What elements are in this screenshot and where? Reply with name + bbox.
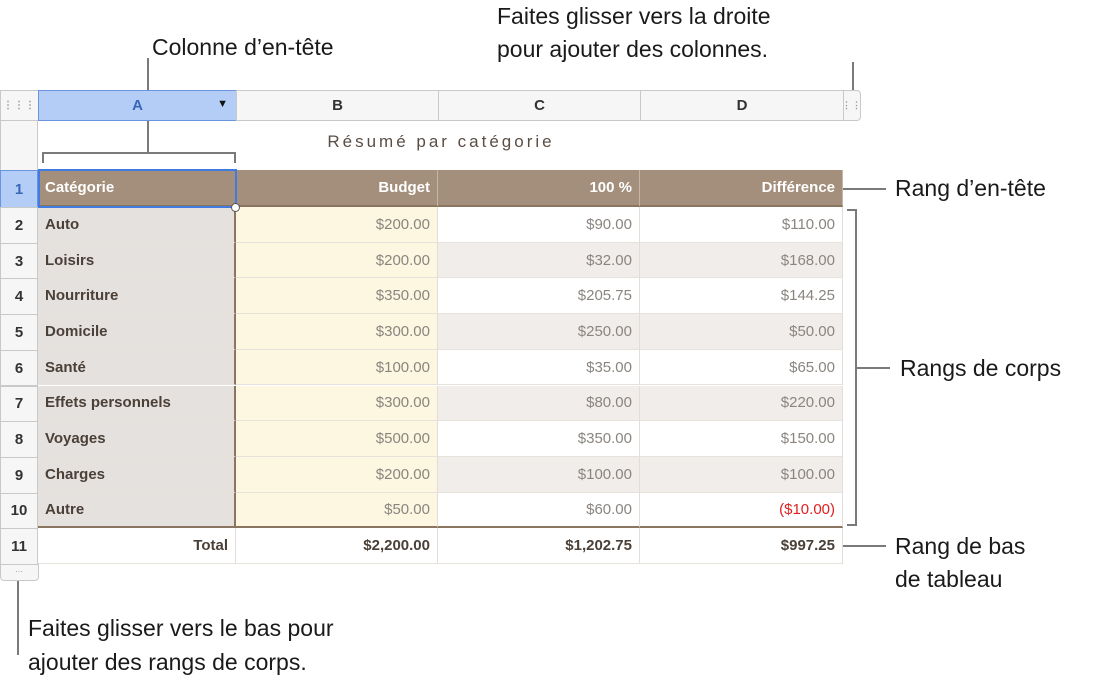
table-cell[interactable]: Effets personnels (38, 385, 236, 422)
grip-icon: ⋯ (15, 567, 24, 576)
table-cell[interactable]: $350.00 (236, 278, 438, 315)
table-cell[interactable]: $205.75 (438, 278, 640, 315)
table-cell[interactable]: $50.00 (236, 492, 438, 529)
row-header[interactable]: 7 (0, 385, 38, 423)
table-cell[interactable]: $200.00 (236, 456, 438, 493)
footer-cell[interactable]: $2,200.00 (236, 528, 438, 564)
table-cell[interactable]: Domicile (38, 314, 236, 350)
column-header-b[interactable]: B (236, 90, 439, 121)
table-cell[interactable]: $200.00 (236, 242, 438, 279)
table-cell[interactable]: $150.00 (640, 421, 843, 457)
table-cell[interactable]: $60.00 (438, 492, 640, 529)
annotation-line (857, 367, 890, 369)
table-title: Résumé par catégorie (327, 132, 555, 151)
row-header[interactable]: 2 (0, 207, 38, 244)
grip-icon: ⋮⋮ (842, 100, 862, 110)
table-cell[interactable]: $65.00 (640, 349, 843, 386)
annotation-footer-row-1: Rang de bas (895, 533, 1026, 559)
table-cell[interactable]: Auto (38, 207, 236, 243)
table-cell[interactable]: $220.00 (640, 385, 843, 422)
column-header-c[interactable]: C (438, 90, 641, 121)
row-header[interactable]: 4 (0, 278, 38, 316)
table-cell[interactable]: Santé (38, 349, 236, 386)
table-cell[interactable]: $144.25 (640, 278, 843, 315)
add-columns-handle[interactable]: ⋮⋮ (842, 90, 862, 121)
annotation-line (843, 545, 886, 547)
title-row-header (0, 120, 38, 171)
table-cell[interactable]: $168.00 (640, 242, 843, 279)
column-header-d[interactable]: D (640, 90, 844, 121)
table-cell[interactable]: $200.00 (236, 207, 438, 243)
annotation-add-columns-2: pour ajouter des colonnes. (497, 36, 769, 62)
header-cell[interactable]: 100 % (438, 170, 640, 207)
table-cell[interactable]: $32.00 (438, 242, 640, 279)
header-column-bracket (42, 152, 236, 163)
table-cell[interactable]: Autre (38, 492, 236, 529)
footer-cell[interactable]: $1,202.75 (438, 528, 640, 564)
table-cell[interactable]: $80.00 (438, 385, 640, 422)
row-header[interactable]: 9 (0, 456, 38, 494)
row-header[interactable]: 8 (0, 421, 38, 458)
table-cell[interactable]: $500.00 (236, 421, 438, 457)
select-all-handle[interactable]: ⋮⋮⋮ (0, 90, 39, 121)
table-cell[interactable]: $110.00 (640, 207, 843, 243)
row-header[interactable]: 10 (0, 492, 38, 530)
annotation-add-columns-1: Faites glisser vers la droite (497, 3, 771, 29)
annotation-add-rows-2: ajouter des rangs de corps. (28, 649, 307, 675)
annotation-line (852, 62, 854, 90)
footer-cell[interactable]: $997.25 (640, 528, 843, 564)
footer-cell[interactable]: Total (38, 528, 236, 564)
table-cell[interactable]: $250.00 (438, 314, 640, 350)
header-cell[interactable]: Budget (236, 170, 438, 207)
annotation-add-rows-1: Faites glisser vers le bas pour (28, 615, 334, 641)
annotation-line (17, 580, 19, 655)
grip-icon: ⋮⋮⋮ (3, 100, 36, 111)
add-rows-handle[interactable]: ⋯ (0, 564, 39, 581)
annotation-line (843, 188, 886, 190)
table-cell[interactable]: $50.00 (640, 314, 843, 350)
column-header-a[interactable]: A ▼ (38, 90, 237, 121)
table-cell[interactable]: ($10.00) (640, 492, 843, 529)
table-cell[interactable]: $90.00 (438, 207, 640, 243)
row-header[interactable]: 6 (0, 349, 38, 387)
table-cell[interactable]: Loisirs (38, 242, 236, 279)
table-cell[interactable]: $100.00 (236, 349, 438, 386)
table-cell[interactable]: $100.00 (640, 456, 843, 493)
table-cell[interactable]: Charges (38, 456, 236, 493)
table-cell[interactable]: $300.00 (236, 314, 438, 350)
table-cell[interactable]: Nourriture (38, 278, 236, 315)
selection-outline (38, 169, 237, 208)
table-cell[interactable]: $100.00 (438, 456, 640, 493)
row-header[interactable]: 3 (0, 242, 38, 280)
header-cell[interactable]: Différence (640, 170, 843, 207)
body-rows-bracket (847, 209, 857, 526)
table-cell[interactable]: $35.00 (438, 349, 640, 386)
row-header[interactable]: 5 (0, 314, 38, 351)
annotation-body-rows: Rangs de corps (900, 355, 1062, 381)
selection-handle[interactable] (231, 203, 240, 212)
table-cell[interactable]: $350.00 (438, 421, 640, 457)
row-header[interactable]: 11 (0, 528, 38, 565)
row-header[interactable]: 1 (0, 170, 38, 208)
annotation-footer-row-2: de tableau (895, 566, 1003, 592)
table-cell[interactable]: Voyages (38, 421, 236, 457)
annotation-header-column: Colonne d’en-tête (152, 34, 334, 60)
dropdown-arrow-icon[interactable]: ▼ (217, 98, 228, 110)
table-cell[interactable]: $300.00 (236, 385, 438, 422)
annotation-header-row: Rang d’en-tête (895, 175, 1046, 201)
